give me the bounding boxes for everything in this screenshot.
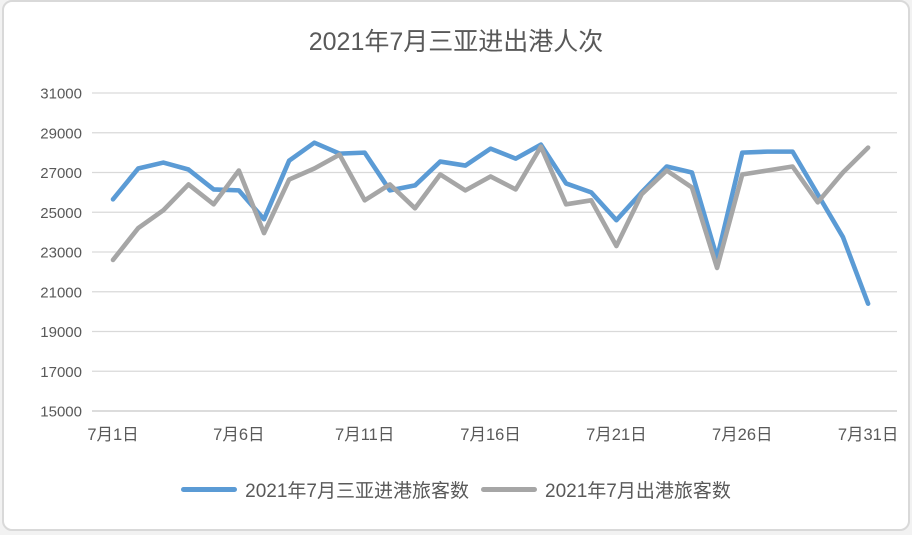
departures-line-swatch <box>481 487 537 492</box>
y-axis-tick-label: 25000 <box>40 205 82 222</box>
x-axis-tick-label: 7月26日 <box>712 426 773 444</box>
x-axis-tick-label: 7月6日 <box>213 426 264 444</box>
legend-label-arrivals: 2021年7月三亚进港旅客数 <box>245 481 469 502</box>
x-axis-tick-label: 7月21日 <box>586 426 647 444</box>
x-axis-tick-label: 7月16日 <box>460 426 521 444</box>
legend-item-departures: 2021年7月出港旅客数 <box>481 476 731 503</box>
y-axis-tick-label: 31000 <box>40 86 82 103</box>
legend-item-arrivals: 2021年7月三亚进港旅客数 <box>181 476 469 503</box>
chart-legend: 2021年7月三亚进港旅客数 2021年7月出港旅客数 <box>4 476 908 503</box>
arrivals-line-swatch <box>181 487 238 492</box>
x-axis-tick-label: 7月31日 <box>838 426 899 444</box>
series-line-arrivals <box>110 140 871 306</box>
y-axis-tick-label: 29000 <box>40 125 82 142</box>
legend-label-departures: 2021年7月出港旅客数 <box>545 481 731 502</box>
y-axis-tick-label: 27000 <box>40 165 82 182</box>
y-axis-tick-label: 21000 <box>40 284 82 301</box>
x-axis-tick-label: 7月11日 <box>335 426 394 444</box>
chart-title: 2021年7月三亚进出港人次 <box>308 28 604 56</box>
y-axis-tick-label: 17000 <box>40 364 82 381</box>
series-line-departures <box>110 144 871 271</box>
y-axis-tick-label: 19000 <box>40 324 82 341</box>
line-chart-plot-area: 15000 17000 19000 21000 23000 25000 27000 29000… <box>40 86 899 445</box>
y-axis-tick-label: 23000 <box>40 245 82 262</box>
y-axis-tick-label: 15000 <box>40 404 82 421</box>
x-axis-tick-label: 7月1日 <box>87 426 138 444</box>
